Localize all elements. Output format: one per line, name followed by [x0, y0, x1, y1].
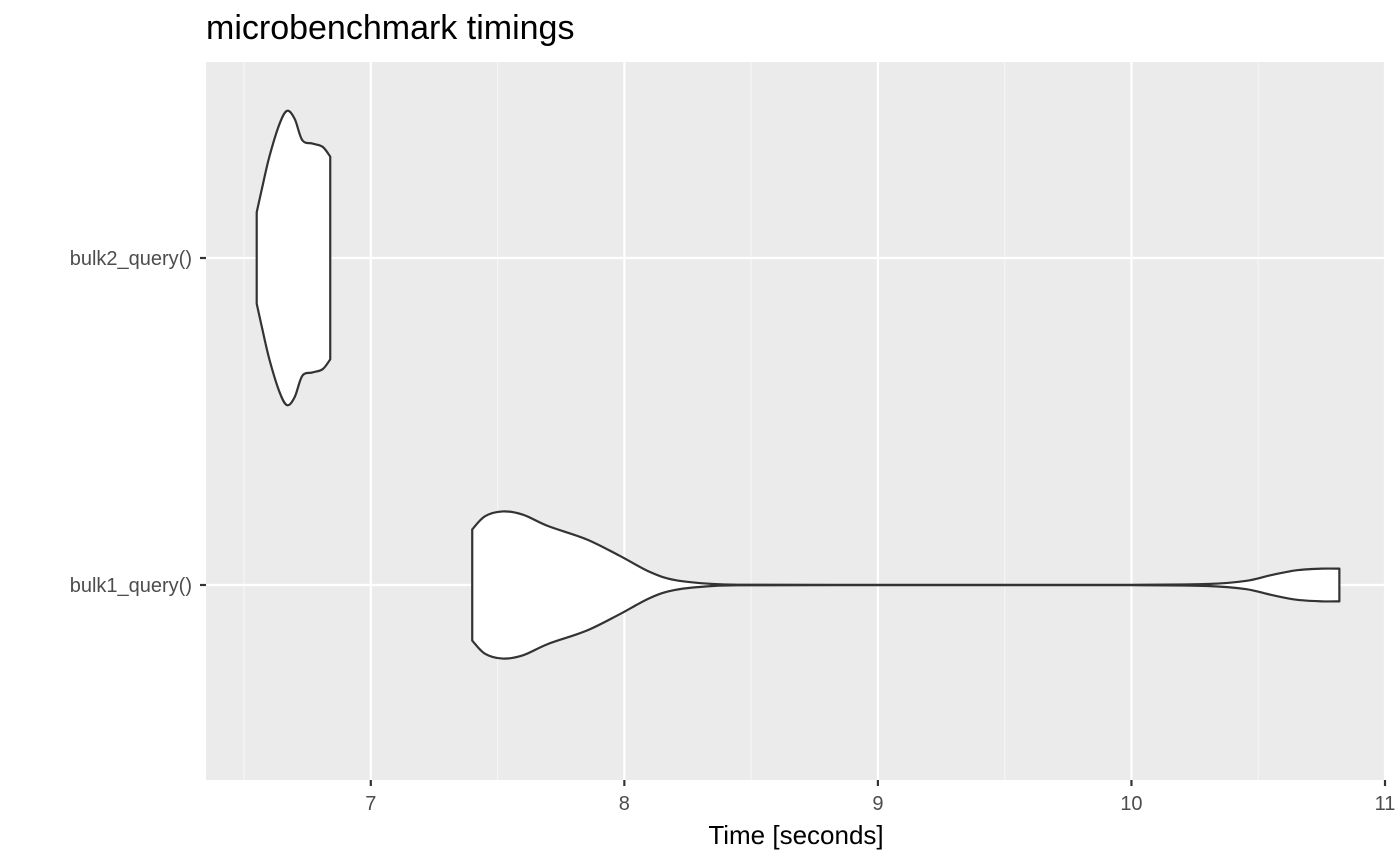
x-tick-label: 7 — [365, 793, 376, 815]
y-tick-label: bulk1_query() — [70, 575, 192, 597]
violin-series — [255, 109, 1341, 660]
x-tick-label: 8 — [619, 793, 630, 815]
y-tick-label: bulk2_query() — [70, 248, 192, 270]
panel-background — [206, 62, 1385, 780]
plot-panel — [206, 62, 1385, 780]
chart-title: microbenchmark timings — [206, 9, 574, 47]
x-axis-title: Time [seconds] — [708, 820, 883, 850]
violin-bulk1-query — [471, 510, 1341, 660]
x-tick-label: 10 — [1120, 793, 1142, 815]
violin-bulk2-query — [255, 109, 332, 407]
axes: bulk2_query() bulk1_query() 7 8 9 10 11 — [70, 248, 1396, 815]
x-tick-label: 11 — [1375, 793, 1396, 815]
x-tick-label: 9 — [872, 793, 883, 815]
